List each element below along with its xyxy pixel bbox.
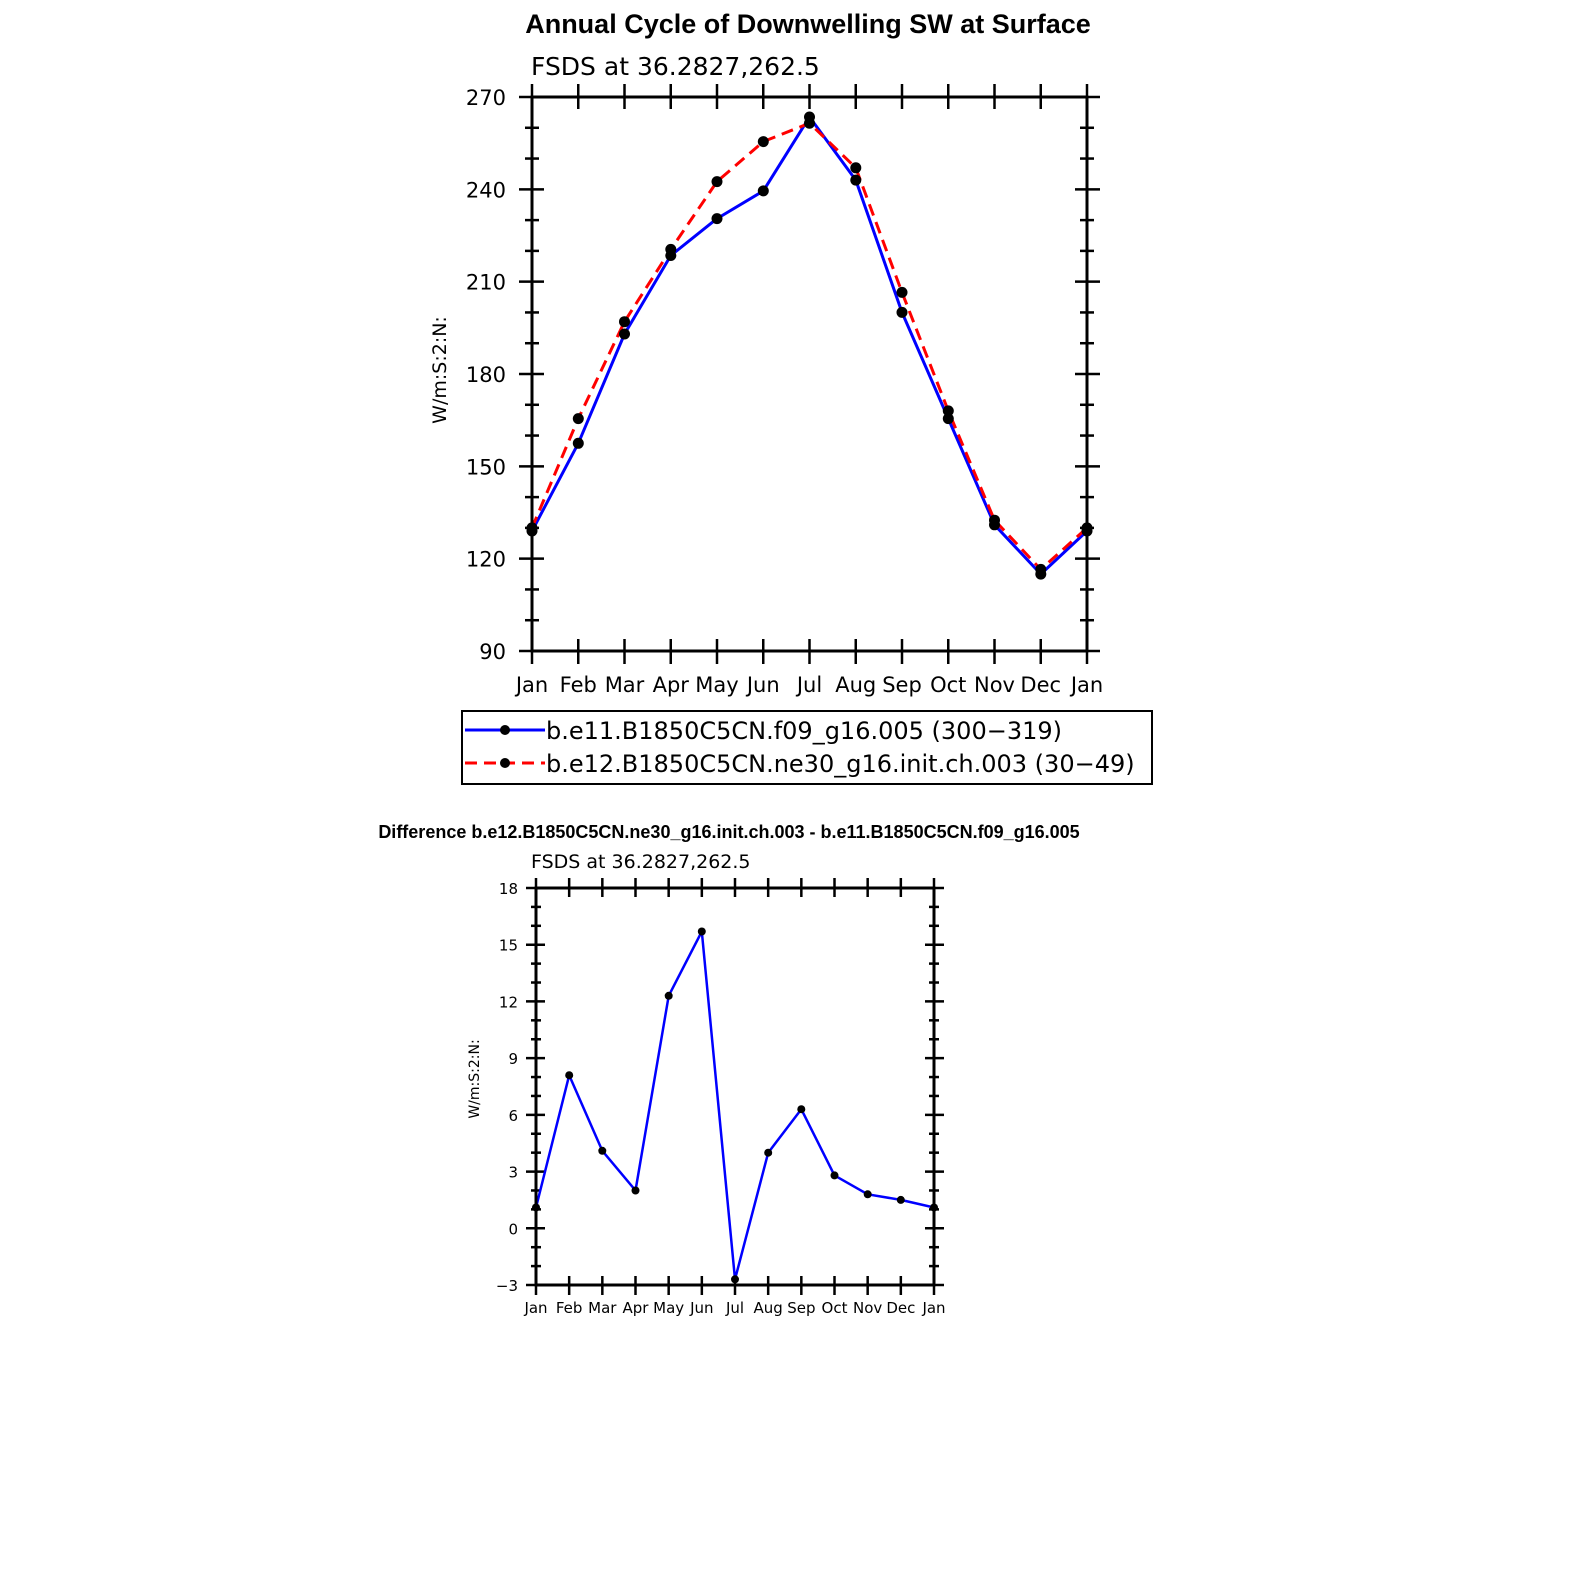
data-point-series-2: [711, 176, 723, 188]
legend: b.e11.B1850C5CN.f09_g16.005 (300−319) b.…: [461, 710, 1153, 785]
y-tick-label: 270: [466, 86, 506, 110]
chart-subtitle: FSDS at 36.2827,262.5: [531, 52, 820, 81]
legend-label-series-1: b.e11.B1850C5CN.f09_g16.005 (300−319): [546, 717, 1062, 745]
x-tick-label: Apr: [653, 673, 690, 697]
y-tick-label: 12: [499, 993, 518, 1011]
data-point-series-2: [850, 162, 862, 174]
difference-chart: Difference b.e12.B1850C5CN.ne30_g16.init…: [378, 822, 1079, 1317]
legend-marker-series-2: [500, 758, 510, 768]
x-tick-label: Aug: [754, 1299, 783, 1317]
x-tick-label: Jul: [795, 673, 822, 697]
x-tick-label: May: [695, 673, 738, 697]
x-tick-label: Mar: [605, 673, 645, 697]
x-tick-labels: Jan Feb Mar Apr May Jun Jul Aug Sep Oct Nov Dec Jan: [514, 673, 1103, 697]
data-point-series-1: [757, 185, 769, 197]
data-point-series-1: [572, 437, 584, 449]
legend-item-series-2: b.e12.B1850C5CN.ne30_g16.init.ch.003 (30…: [465, 750, 1135, 778]
data-point-series-2: [757, 136, 769, 148]
legend-box: [461, 710, 1153, 785]
y-tick-label: 210: [466, 271, 506, 295]
x-tick-label: Jan: [514, 673, 548, 697]
data-point-series-2: [572, 413, 584, 425]
x-tick-label: Jan: [523, 1299, 547, 1317]
x-tick-label: Mar: [588, 1299, 617, 1317]
y-tick-label: 90: [479, 640, 506, 664]
x-tick-label: Feb: [560, 673, 597, 697]
legend-marker-series-1: [500, 725, 510, 735]
difference-series-group: [532, 927, 938, 1284]
difference-subtitle: FSDS at 36.2827,262.5: [531, 851, 751, 873]
x-tick-label: Sep: [882, 673, 922, 697]
y-tick-label: 15: [499, 937, 518, 955]
x-tick-label: Nov: [974, 673, 1015, 697]
plot-frame: [530, 95, 1089, 653]
x-tick-label: Jun: [745, 673, 780, 697]
x-tick-label: Jul: [725, 1299, 744, 1317]
legend-item-series-1: b.e11.B1850C5CN.f09_g16.005 (300−319): [465, 717, 1062, 745]
x-tick-label: Jun: [689, 1299, 713, 1317]
x-tick-label: Feb: [556, 1299, 583, 1317]
data-point-series-2: [896, 286, 908, 298]
y-tick-label: 240: [466, 178, 506, 202]
data-point-series-1: [863, 1190, 872, 1199]
x-tick-label: May: [653, 1299, 684, 1317]
y-tick-label: −3: [496, 1277, 518, 1295]
x-tick-label: Dec: [886, 1299, 915, 1317]
y-tick-label: 3: [508, 1164, 518, 1182]
difference-x-tick-labels: Jan Feb Mar Apr May Jun Jul Aug Sep Oct Nov Dec Jan: [523, 1299, 945, 1317]
x-tick-label: Apr: [623, 1299, 650, 1317]
difference-plot-frame: [534, 886, 936, 1287]
x-tick-label: Jan: [1069, 673, 1103, 697]
data-point-series-1: [942, 413, 954, 425]
data-point-series-1: [711, 213, 723, 225]
data-point-series-1: [697, 927, 706, 936]
difference-title: Difference b.e12.B1850C5CN.ne30_g16.init…: [378, 822, 1079, 842]
y-tick-label: 120: [466, 548, 506, 572]
data-point-series-1: [598, 1146, 607, 1155]
data-point-series-1: [619, 328, 630, 340]
legend-label-series-2: b.e12.B1850C5CN.ne30_g16.init.ch.003 (30…: [546, 750, 1135, 778]
y-tick-label: 150: [466, 455, 506, 479]
y-axis-label: W/m:S:2:N:: [429, 316, 451, 424]
x-tick-label: Aug: [835, 673, 876, 697]
data-point-series-1: [896, 306, 908, 318]
chart-title: Annual Cycle of Downwelling SW at Surfac…: [525, 9, 1091, 39]
data-point-series-1: [797, 1105, 806, 1114]
data-point-series-1: [896, 1195, 905, 1204]
y-tick-label: 0: [508, 1220, 518, 1238]
y-tick-label: 9: [508, 1050, 518, 1068]
data-point-series-2: [1035, 563, 1047, 575]
annual-cycle-chart: Annual Cycle of Downwelling SW at Surfac…: [429, 9, 1103, 697]
y-tick-label: 18: [499, 880, 518, 898]
series-group: [526, 111, 1093, 580]
data-point-series-1: [664, 991, 673, 1000]
x-tick-label: Nov: [853, 1299, 882, 1317]
data-point-series-1: [731, 1275, 739, 1284]
data-point-series-1: [850, 174, 862, 186]
data-point-series-1: [631, 1186, 640, 1195]
difference-y-axis-label: W/m:S:2:N:: [467, 1039, 483, 1118]
data-point-series-2: [989, 514, 1000, 526]
x-tick-label: Oct: [822, 1299, 848, 1317]
data-point-series-1: [764, 1148, 773, 1157]
x-tick-label: Jan: [921, 1299, 945, 1317]
data-point-series-2: [804, 117, 815, 129]
y-tick-label: 6: [508, 1107, 518, 1125]
data-point-series-2: [665, 243, 677, 255]
difference-y-tick-labels: −3 0 3 6 9 12 15 18: [496, 880, 518, 1295]
y-tick-labels: 90 120 150 180 210 240 270: [466, 86, 506, 664]
data-point-series-1: [565, 1071, 574, 1080]
x-tick-label: Oct: [930, 673, 966, 697]
y-tick-label: 180: [466, 363, 506, 387]
data-point-series-1: [830, 1171, 839, 1180]
data-point-series-2: [619, 316, 630, 328]
x-tick-label: Sep: [787, 1299, 815, 1317]
x-tick-label: Dec: [1020, 673, 1061, 697]
data-point-series-2: [942, 405, 954, 417]
